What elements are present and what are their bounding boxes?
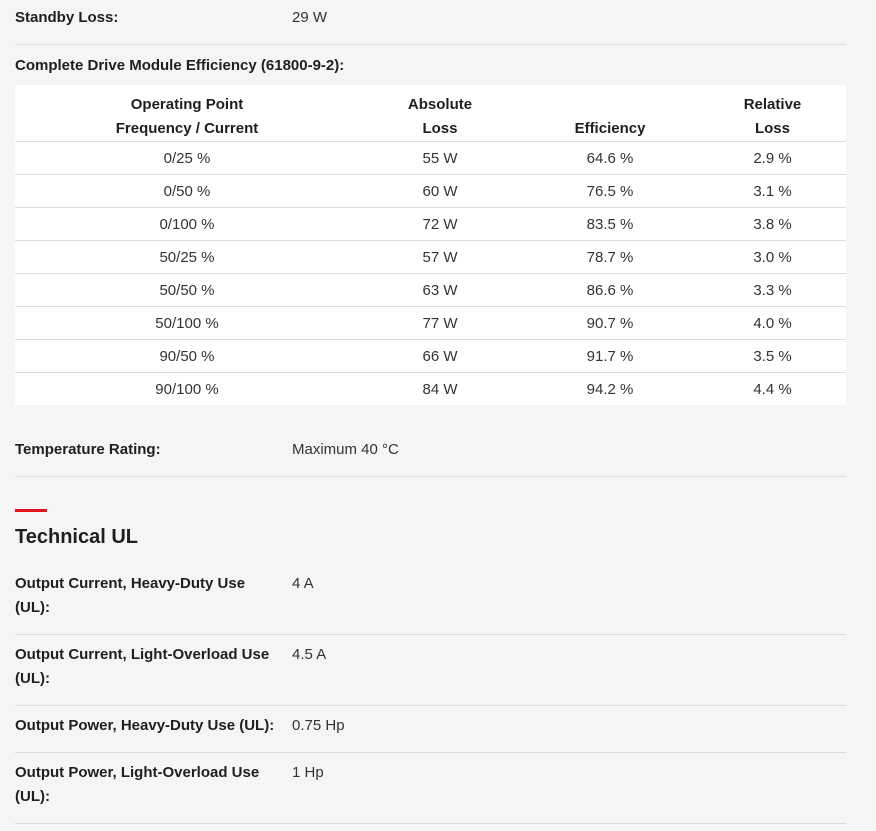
spec-value: 1 Hp <box>292 764 324 781</box>
table-row: 50/50 % 63 W 86.6 % 3.3 % <box>15 273 846 307</box>
spec-label: Output Current, Light-Overload Use (UL): <box>15 646 270 687</box>
table-row: 90/100 % 84 W 94.2 % 4.4 % <box>15 373 846 406</box>
column-header-efficiency: Efficiency <box>521 85 699 142</box>
efficiency-table: Operating Point Frequency / Current Abso… <box>15 85 846 405</box>
cell-absolute-loss: 55 W <box>359 141 521 175</box>
spec-row-output-power-heavy-duty: Output Power, Heavy-Duty Use (UL): 0.75 … <box>15 714 846 753</box>
cell-operating-point: 0/50 % <box>15 174 359 208</box>
cell-relative-loss: 2.9 % <box>699 141 846 175</box>
cell-efficiency: 91.7 % <box>521 339 699 373</box>
cell-absolute-loss: 60 W <box>359 174 521 208</box>
table-row: 50/25 % 57 W 78.7 % 3.0 % <box>15 240 846 274</box>
cell-operating-point: 90/50 % <box>15 339 359 373</box>
cell-efficiency: 76.5 % <box>521 174 699 208</box>
spec-label: Standby Loss: <box>15 9 119 26</box>
cell-operating-point: 50/25 % <box>15 240 359 274</box>
spec-row-standby-loss: Standby Loss: 29 W <box>15 6 846 45</box>
spec-label: Output Power, Heavy-Duty Use (UL): <box>15 717 275 734</box>
cell-absolute-loss: 66 W <box>359 339 521 373</box>
cell-operating-point: 0/100 % <box>15 207 359 241</box>
spec-label: Temperature Rating: <box>15 441 161 458</box>
cell-operating-point: 90/100 % <box>155 380 219 398</box>
column-header-operating-point: Operating Point Frequency / Current <box>15 85 359 142</box>
section-title: Technical UL <box>15 526 138 548</box>
cell-relative-loss: 3.5 % <box>699 339 846 373</box>
cell-relative-loss: 3.8 % <box>699 207 846 241</box>
spec-value: 29 W <box>292 9 328 26</box>
cell-relative-loss: 3.1 % <box>699 174 846 208</box>
cell-absolute-loss: 63 W <box>359 273 521 307</box>
cell-relative-loss: 3.3 % <box>699 273 846 307</box>
cell-efficiency: 86.6 % <box>521 273 699 307</box>
spec-label: Output Power, Light-Overload Use (UL): <box>15 764 260 805</box>
efficiency-caption: Complete Drive Module Efficiency (61800-… <box>15 57 345 74</box>
cell-operating-point: 50/50 % <box>15 273 359 307</box>
table-row: 0/25 % 55 W 64.6 % 2.9 % <box>15 141 846 175</box>
cell-relative-loss: 4.4 % <box>753 380 792 398</box>
table-header-row: Operating Point Frequency / Current Abso… <box>15 85 846 142</box>
column-header-absolute-loss: Absolute Loss <box>359 85 521 142</box>
cell-absolute-loss: 72 W <box>359 207 521 241</box>
spec-value: 4.5 A <box>292 646 327 663</box>
spec-row-temperature-rating: Temperature Rating: Maximum 40 °C <box>15 438 846 477</box>
column-header-relative-loss: Relative Loss <box>699 85 846 142</box>
spec-row-output-current-light-overload: Output Current, Light-Overload Use (UL):… <box>15 643 846 706</box>
table-row: 0/50 % 60 W 76.5 % 3.1 % <box>15 174 846 208</box>
cell-efficiency: 64.6 % <box>521 141 699 175</box>
cell-operating-point: 0/25 % <box>15 141 359 175</box>
cell-relative-loss: 4.0 % <box>699 306 846 340</box>
cell-relative-loss: 3.0 % <box>699 240 846 274</box>
spec-value: 0.75 Hp <box>292 717 345 734</box>
table-row: 0/100 % 72 W 83.5 % 3.8 % <box>15 207 846 241</box>
table-row: 50/100 % 77 W 90.7 % 4.0 % <box>15 306 846 340</box>
spec-value: 4 A <box>292 575 314 592</box>
spec-label: Output Current, Heavy-Duty Use (UL): <box>15 575 246 616</box>
spec-row-output-current-heavy-duty: Output Current, Heavy-Duty Use (UL): 4 A <box>15 572 846 635</box>
table-row: 90/50 % 66 W 91.7 % 3.5 % <box>15 339 846 373</box>
cell-efficiency: 90.7 % <box>521 306 699 340</box>
cell-operating-point: 50/100 % <box>15 306 359 340</box>
spec-value: Maximum 40 °C <box>292 441 399 458</box>
cell-efficiency: 83.5 % <box>521 207 699 241</box>
cell-absolute-loss: 77 W <box>359 306 521 340</box>
section-accent-bar <box>15 509 47 512</box>
cell-absolute-loss: 84 W <box>422 380 458 398</box>
cell-efficiency: 94.2 % <box>586 380 634 398</box>
cell-absolute-loss: 57 W <box>359 240 521 274</box>
cell-efficiency: 78.7 % <box>521 240 699 274</box>
spec-row-output-power-light-overload: Output Power, Light-Overload Use (UL): 1… <box>15 761 846 824</box>
